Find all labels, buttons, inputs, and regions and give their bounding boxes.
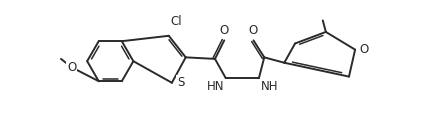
- Text: Cl: Cl: [170, 15, 182, 28]
- Text: S: S: [177, 76, 184, 89]
- Text: O: O: [360, 43, 369, 56]
- Text: O: O: [249, 24, 258, 36]
- Text: HN: HN: [207, 80, 224, 94]
- Text: O: O: [67, 61, 77, 74]
- Text: NH: NH: [261, 80, 278, 94]
- Text: O: O: [220, 24, 229, 36]
